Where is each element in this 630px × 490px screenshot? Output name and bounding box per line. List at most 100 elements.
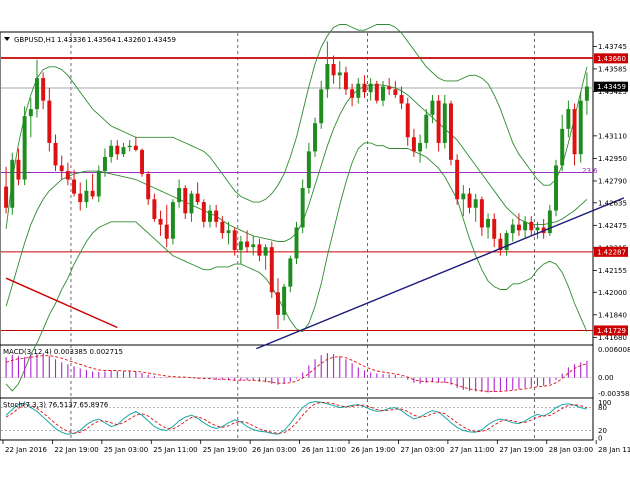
bear-candle	[115, 145, 120, 155]
time-tick-label: 25 Jan 11:00	[153, 446, 197, 454]
bull-candle	[300, 188, 305, 228]
price-axis: 1.43745 1.43585 1.43425 1.43110 1.42950 1.427…	[593, 43, 630, 443]
bear-candle	[140, 149, 145, 174]
bear-candle	[269, 247, 274, 293]
bull-candle	[35, 78, 39, 110]
stoch-label: Stoch(7,3,3) 76.5137 65.8976	[3, 401, 109, 409]
macd-tick-label: 0.006008	[598, 346, 630, 354]
bull-candle	[96, 171, 101, 197]
price-badge-label: 1.42287	[597, 248, 626, 256]
bull-candle	[430, 100, 435, 115]
bull-candle	[504, 233, 509, 250]
bull-candle	[584, 86, 589, 101]
bear-candle	[90, 190, 95, 197]
bull-candle	[208, 210, 212, 222]
price-tick-label: 1.42635	[598, 199, 627, 207]
bull-candle	[418, 142, 423, 152]
price-badge-label: 1.41729	[597, 327, 626, 335]
price-badge-label: 1.43660	[597, 55, 626, 63]
bull-candle	[547, 210, 552, 234]
price-tick-label: 1.43585	[598, 65, 627, 73]
price-tick-label: 1.42790	[598, 177, 627, 185]
price-badge-label: 1.43459	[597, 83, 626, 91]
bear-candle	[529, 221, 534, 231]
price-badge	[594, 53, 628, 64]
bear-candle	[374, 83, 379, 101]
time-tick-label: 27 Jan 11:00	[450, 446, 494, 454]
stoch-signal-line	[5, 401, 588, 434]
bear-candle	[146, 173, 151, 200]
time-tick-label: 28 Jan 03:00	[549, 446, 593, 454]
price-tick-label: 1.41680	[598, 334, 627, 342]
time-tick-label: 27 Jan 19:00	[499, 446, 543, 454]
bear-candle	[399, 95, 404, 104]
bull-candle	[10, 159, 15, 208]
price-tick-label: 1.43745	[598, 43, 627, 51]
fib-level-label: 23.6	[582, 167, 598, 175]
stoch-tick-label: 0	[598, 435, 602, 443]
bull-candle	[560, 128, 565, 166]
ohlc-low: 1.43260	[117, 36, 146, 44]
bear-candle	[220, 221, 225, 234]
bull-candle	[319, 89, 324, 124]
ohlc-close: 1.43459	[147, 36, 176, 44]
bear-candle	[201, 202, 206, 222]
time-tick-label: 26 Jan 03:00	[252, 446, 296, 454]
bull-candle	[102, 157, 107, 172]
ohlc-high: 1.43564	[87, 36, 116, 44]
bull-candle	[368, 83, 373, 93]
price-tick-label: 1.41840	[598, 311, 627, 319]
bull-candle	[226, 230, 231, 234]
bull-candle	[294, 227, 299, 259]
stoch-tick-label: 20	[598, 427, 607, 435]
time-tick-label: 28 Jan 11:00	[598, 446, 630, 454]
bull-candle	[578, 100, 583, 155]
bear-candle	[65, 171, 70, 180]
bear-candle	[448, 103, 453, 160]
macd-label: MACD(3,12,4) 0.003385 0.002715	[3, 348, 123, 356]
time-axis: 22 Jan 2016 22 Jan 19:00 25 Jan 03:00 25 Ja…	[2, 440, 630, 454]
bear-candle	[467, 193, 472, 208]
dropdown-triangle-icon[interactable]	[4, 37, 10, 41]
chart-header: GBPUSD,H1 1.43336 1.43564 1.43260 1.4345…	[4, 36, 176, 44]
bear-candle	[164, 224, 169, 239]
bear-candle	[78, 193, 83, 203]
macd-tick-label: 0.00	[598, 374, 614, 382]
bear-candle	[387, 86, 392, 90]
bull-candle	[189, 193, 194, 214]
upper-band-line	[5, 24, 588, 229]
price-badge	[594, 81, 628, 92]
bull-candle	[337, 72, 342, 76]
time-tick-label: 25 Jan 19:00	[203, 446, 247, 454]
bear-candle	[245, 241, 250, 248]
bull-candle	[170, 202, 175, 239]
time-tick-label: 27 Jan 03:00	[400, 446, 444, 454]
stoch-main-line	[5, 400, 588, 435]
bear-candle	[59, 165, 64, 172]
bear-candle	[4, 186, 9, 208]
bull-candle	[177, 188, 182, 203]
bear-candle	[275, 292, 280, 315]
bull-candle	[442, 103, 447, 143]
session-separators	[1, 33, 592, 438]
bear-candle	[479, 199, 484, 228]
bear-candle	[572, 109, 577, 155]
stoch-tick-label: 80	[598, 404, 607, 412]
stoch-tick-label: 100	[598, 399, 611, 407]
bull-candle	[22, 116, 27, 180]
bull-candle	[251, 244, 256, 248]
bull-candle	[510, 224, 515, 234]
bull-candle	[313, 123, 318, 152]
bull-candle	[381, 86, 385, 101]
bear-candle	[72, 179, 77, 194]
time-tick-label: 25 Jan 03:00	[104, 446, 148, 454]
macd-signal-line	[5, 355, 588, 392]
bull-candle	[356, 83, 361, 98]
bear-candle	[516, 224, 521, 231]
bull-candle	[325, 64, 330, 90]
time-tick-label: 26 Jan 11:00	[302, 446, 346, 454]
bear-candle	[343, 72, 348, 90]
price-badge	[594, 325, 628, 336]
